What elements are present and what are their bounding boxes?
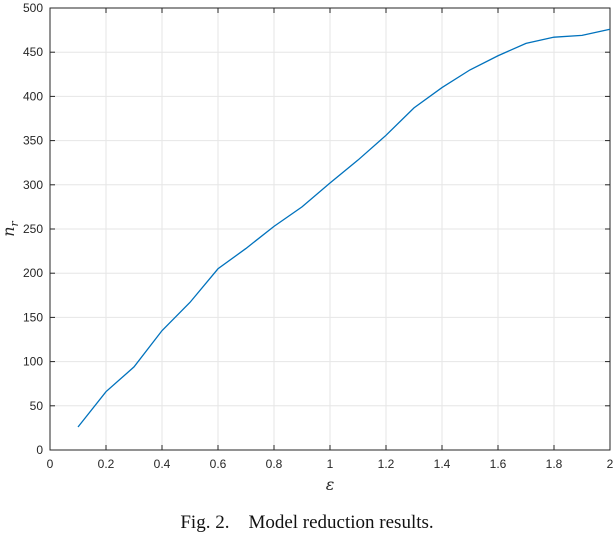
series-line xyxy=(77,28,611,428)
y-axis-label-main: n xyxy=(0,226,18,236)
y-tick-label: 400 xyxy=(23,89,43,103)
x-tick-label: 0.4 xyxy=(154,457,171,471)
y-axis-label-subscript: r xyxy=(8,220,21,226)
line-chart: 0 0.2 0.4 0.6 0.8 1 1.2 1.4 1.6 1.8 2 0 50 100 150 200… xyxy=(0,1,614,494)
y-axis-label: nr xyxy=(0,220,21,236)
x-tick-label: 2 xyxy=(607,457,614,471)
figure-caption: Fig. 2. Model reduction results. xyxy=(180,512,434,533)
y-tick-label: 250 xyxy=(23,222,43,236)
y-tick-label: 150 xyxy=(23,310,43,324)
x-tick-label: 1.8 xyxy=(546,457,563,471)
y-tick-label: 300 xyxy=(23,178,43,192)
x-tick-label: 0.8 xyxy=(266,457,283,471)
x-tick-label: 0.6 xyxy=(210,457,227,471)
y-tick-label: 450 xyxy=(23,45,43,59)
x-axis-label: ε xyxy=(326,475,335,494)
y-tick-label: 500 xyxy=(23,1,43,15)
x-tick-label: 0 xyxy=(47,457,54,471)
y-tick-label: 350 xyxy=(23,134,43,148)
y-tick-labels: 0 50 100 150 200 250 300 350 400 450 500 xyxy=(23,1,43,457)
x-tick-label: 1 xyxy=(327,457,334,471)
y-tick-label: 0 xyxy=(36,443,43,457)
x-tick-label: 1.6 xyxy=(490,457,507,471)
axis-ticks xyxy=(49,7,611,451)
x-tick-label: 1.2 xyxy=(378,457,395,471)
x-tick-labels: 0 0.2 0.4 0.6 0.8 1 1.2 1.4 1.6 1.8 2 xyxy=(47,457,614,471)
y-tick-label: 100 xyxy=(23,355,43,369)
y-tick-label: 50 xyxy=(30,399,44,413)
x-tick-label: 0.2 xyxy=(98,457,115,471)
x-tick-label: 1.4 xyxy=(434,457,451,471)
y-tick-label: 200 xyxy=(23,266,43,280)
